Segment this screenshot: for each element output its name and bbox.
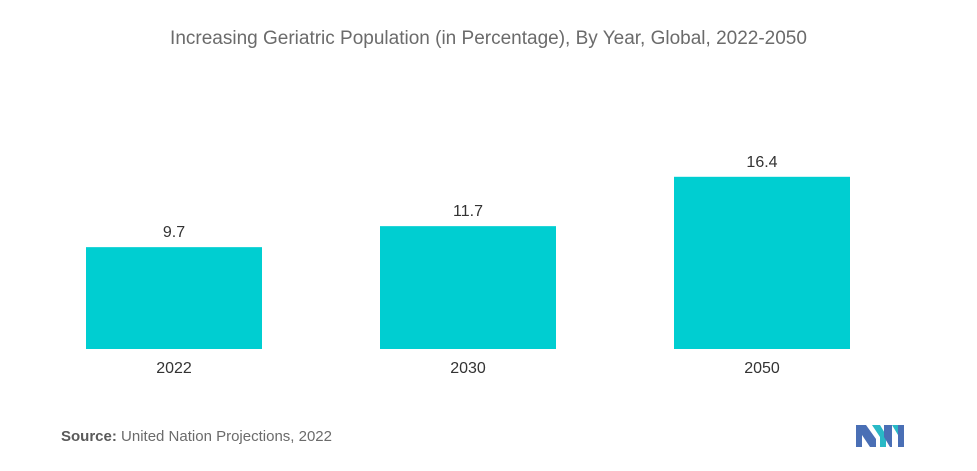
bar-2022 bbox=[86, 247, 262, 349]
chart-title: Increasing Geriatric Population (in Perc… bbox=[170, 28, 807, 49]
source-text: United Nation Projections, 2022 bbox=[121, 428, 332, 445]
source-note: Source: United Nation Projections, 2022 bbox=[61, 428, 332, 445]
bar-2050 bbox=[674, 176, 850, 349]
source-label: Source: bbox=[61, 428, 117, 445]
x-tick-label-2022: 2022 bbox=[156, 360, 192, 377]
bar-value-label-2022: 9.7 bbox=[163, 224, 185, 241]
bar-value-label-2050: 16.4 bbox=[746, 154, 777, 171]
x-tick-label-2050: 2050 bbox=[744, 360, 780, 377]
bars-group: 9.7 2022 11.7 2030 16.4 2050 bbox=[86, 154, 850, 377]
bar-2030 bbox=[380, 226, 556, 349]
mordor-intelligence-logo-icon bbox=[856, 425, 904, 447]
x-tick-label-2030: 2030 bbox=[450, 360, 486, 377]
bar-value-label-2030: 11.7 bbox=[453, 203, 483, 220]
